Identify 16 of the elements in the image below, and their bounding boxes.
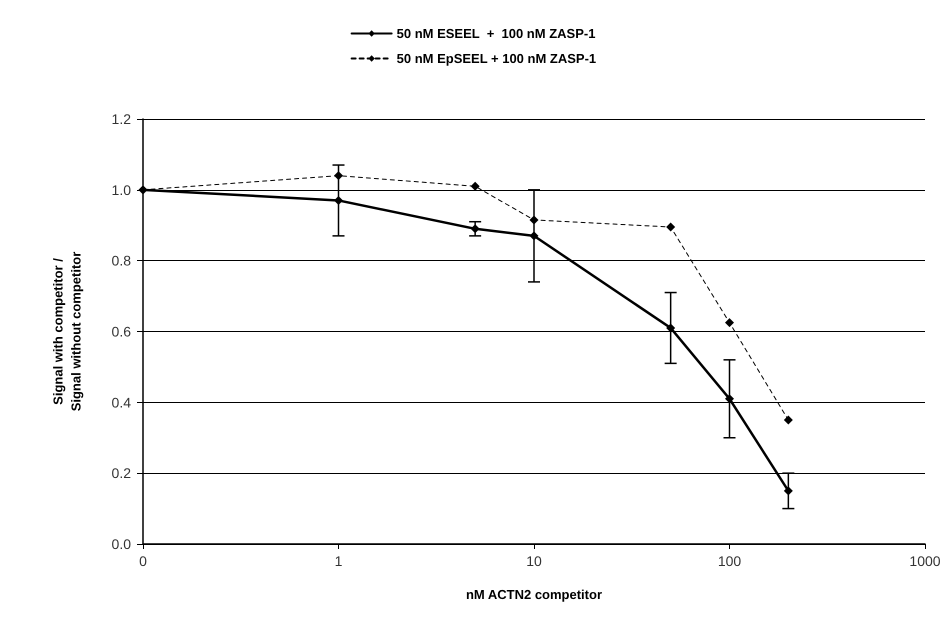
legend-label: 50 nM ESEEL + 100 nM ZASP-1 bbox=[396, 26, 596, 41]
y-tick-label: 0.8 bbox=[112, 252, 132, 269]
x-tick-label: 1000 bbox=[909, 553, 941, 569]
x-axis-title: nM ACTN2 competitor bbox=[466, 587, 602, 602]
x-tick-label: 100 bbox=[718, 553, 742, 569]
x-tick-label: 0 bbox=[139, 553, 148, 569]
y-tick-label: 0.6 bbox=[112, 324, 132, 340]
x-tick-label: 10 bbox=[526, 553, 542, 569]
y-tick-label: 0.0 bbox=[112, 536, 132, 552]
y-tick-label: 0.2 bbox=[112, 465, 132, 482]
y-axis-title: Signal with competitor / Signal without competitor bbox=[50, 252, 84, 412]
y-tick-label: 1.0 bbox=[112, 182, 132, 198]
y-tick-label: 1.2 bbox=[112, 111, 132, 127]
x-tick-label: 1 bbox=[334, 553, 343, 569]
y-tick-label: 0.4 bbox=[112, 394, 132, 410]
legend-label: 50 nM EpSEEL + 100 nM ZASP-1 bbox=[396, 51, 596, 66]
